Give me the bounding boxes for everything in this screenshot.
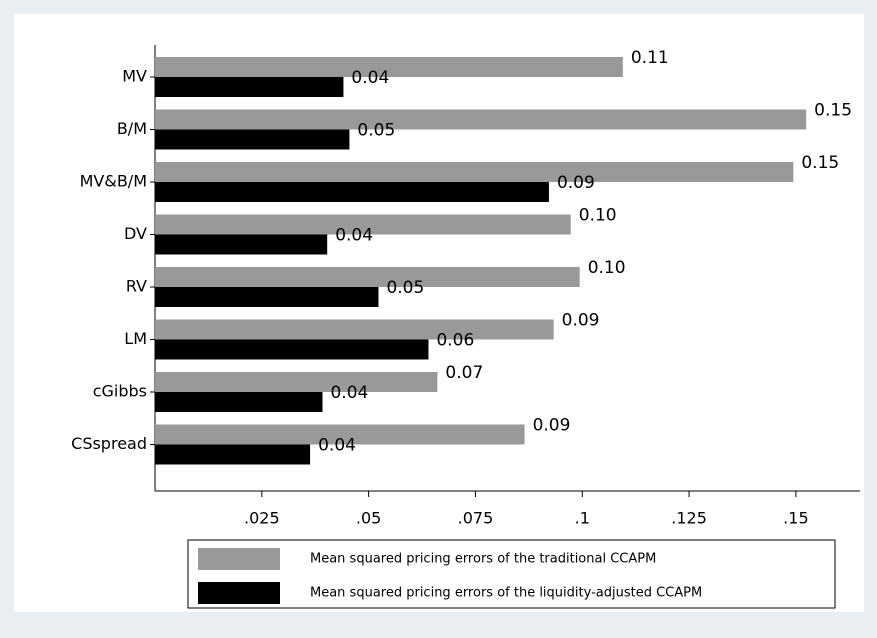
value-label: 0.04 — [330, 383, 368, 403]
bar — [155, 57, 623, 77]
legend — [187, 539, 836, 609]
y-tick-label: RV — [126, 277, 147, 296]
legend-label: Mean squared pricing errors of the liqui… — [310, 586, 702, 601]
bar — [155, 109, 807, 130]
bar — [155, 339, 429, 360]
value-label: 0.10 — [588, 258, 626, 278]
legend-swatch — [198, 582, 280, 604]
value-label: 0.05 — [357, 121, 395, 141]
bar — [155, 77, 344, 97]
bar — [155, 214, 571, 235]
value-label: 0.09 — [533, 416, 571, 436]
value-label: 0.11 — [631, 48, 669, 68]
value-label: 0.09 — [557, 173, 595, 193]
value-label: 0.04 — [318, 436, 356, 456]
value-label: 0.15 — [814, 101, 852, 121]
bar — [155, 234, 328, 255]
x-tick-label: .025 — [244, 509, 280, 528]
value-label: 0.09 — [562, 311, 600, 331]
y-tick-label: LM — [124, 329, 147, 348]
value-label: 0.10 — [579, 206, 617, 226]
x-tick-label: .1 — [575, 509, 590, 528]
bar — [155, 392, 323, 412]
x-tick-label: .15 — [783, 509, 808, 528]
value-label: 0.07 — [445, 363, 483, 383]
x-tick-label: .075 — [458, 509, 494, 528]
bar — [155, 424, 525, 445]
x-tick-label: .05 — [356, 509, 381, 528]
y-tick-label: DV — [124, 224, 147, 243]
value-label: 0.04 — [335, 226, 373, 246]
x-tick-label: .125 — [671, 509, 707, 528]
y-tick-label: cGibbs — [93, 382, 147, 401]
value-label: 0.15 — [801, 153, 839, 173]
y-tick-label: CSspread — [71, 434, 147, 453]
value-label: 0.05 — [386, 278, 424, 298]
y-tick-label: B/M — [117, 119, 147, 138]
bar — [155, 129, 350, 150]
value-label: 0.06 — [436, 331, 474, 351]
bar — [155, 287, 379, 307]
value-label: 0.04 — [351, 68, 389, 88]
legend-swatch — [198, 548, 280, 570]
bar — [155, 267, 580, 287]
bar — [155, 162, 794, 182]
bar — [155, 372, 438, 392]
legend-label: Mean squared pricing errors of the tradi… — [310, 552, 656, 567]
y-tick-label: MV&B/M — [80, 172, 147, 191]
bar — [155, 182, 549, 202]
bar — [155, 319, 554, 340]
y-tick-label: MV — [122, 67, 147, 86]
bar — [155, 444, 311, 465]
plot-panel — [14, 14, 864, 612]
